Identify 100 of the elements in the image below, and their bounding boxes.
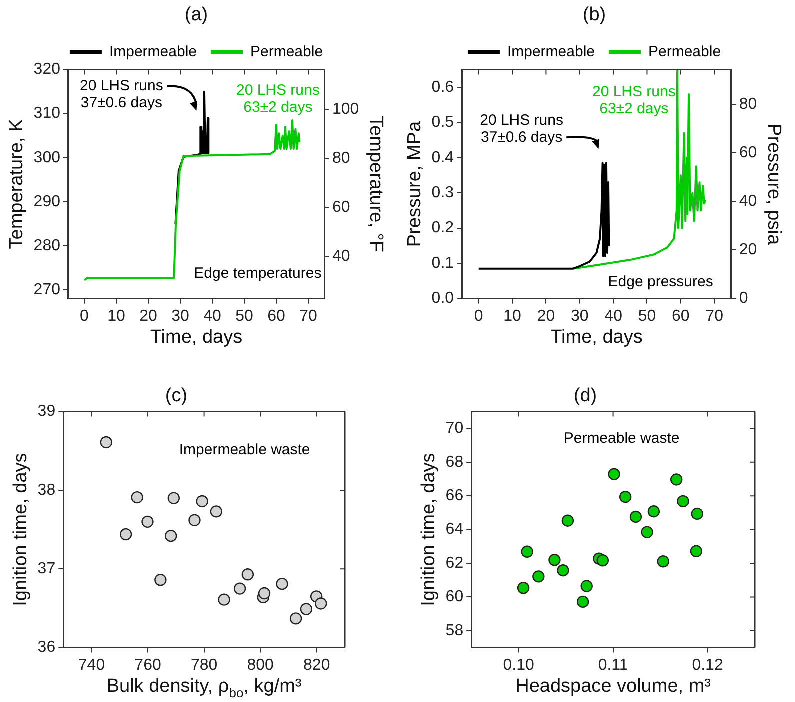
chart-title: (b) bbox=[582, 4, 606, 26]
point bbox=[131, 491, 144, 504]
point bbox=[657, 556, 670, 568]
point bbox=[517, 582, 530, 594]
x-tick-label: 0.12 bbox=[692, 656, 724, 674]
y-tick-label: 0.1 bbox=[432, 254, 454, 272]
y-tick-label: 310 bbox=[34, 105, 61, 122]
point bbox=[619, 490, 632, 504]
legend-label: Permeable bbox=[648, 43, 722, 60]
point bbox=[691, 508, 704, 520]
y2-tick-label: 40 bbox=[332, 248, 350, 265]
chart-title: (a) bbox=[184, 4, 208, 26]
y-tick-label: 300 bbox=[34, 149, 61, 166]
y-tick-label: 270 bbox=[34, 281, 61, 298]
point bbox=[300, 603, 313, 616]
x-axis-title: Time, days bbox=[550, 326, 643, 348]
y-tick-label: 0.2 bbox=[432, 220, 454, 237]
x-tick-label: 40 bbox=[604, 308, 623, 325]
y-tick-label: 0.0 bbox=[432, 290, 454, 308]
y-tick-label: 68 bbox=[446, 454, 464, 471]
y-tick-label: 39 bbox=[38, 403, 56, 420]
chart-title: (d) bbox=[574, 386, 598, 407]
x-tick-label: 30 bbox=[570, 308, 589, 325]
point bbox=[100, 436, 112, 449]
point bbox=[562, 514, 574, 527]
point bbox=[276, 578, 288, 590]
x-tick-label: 820 bbox=[304, 656, 330, 674]
y-tick-label: 280 bbox=[34, 237, 61, 254]
x-tick-label: 740 bbox=[78, 656, 106, 674]
x-axis-title: Headspace volume, m³ bbox=[516, 676, 711, 697]
x-tick-label: 800 bbox=[247, 656, 274, 674]
point bbox=[557, 564, 570, 577]
x-tick-label: 0 bbox=[80, 308, 90, 325]
y-tick-label: 0.5 bbox=[432, 114, 454, 132]
point bbox=[648, 505, 660, 518]
y-tick-label: 37 bbox=[38, 560, 56, 578]
y-tick-label: 58 bbox=[446, 622, 464, 640]
y2-tick-label: 80 bbox=[332, 150, 350, 168]
point bbox=[196, 495, 208, 508]
point bbox=[188, 514, 201, 526]
point bbox=[641, 526, 654, 538]
legend-label: Impermeable bbox=[109, 43, 198, 60]
x-tick-label: 780 bbox=[190, 656, 218, 674]
point bbox=[218, 594, 230, 606]
y-tick-label: 64 bbox=[446, 521, 464, 538]
annotation: Permeable waste bbox=[564, 430, 680, 448]
y2-tick-label: 60 bbox=[332, 198, 350, 216]
x-tick-label: 10 bbox=[108, 308, 126, 325]
point bbox=[154, 574, 167, 586]
x-tick-label: 0.11 bbox=[598, 656, 628, 674]
y-tick-label: 60 bbox=[446, 588, 464, 606]
y-tick-label: 66 bbox=[446, 487, 464, 504]
point bbox=[168, 492, 180, 504]
annotation: 20 LHS runs 37±0.6 days bbox=[480, 112, 564, 146]
point bbox=[677, 495, 690, 508]
y2-axis-title: Pressure, psia bbox=[763, 124, 784, 246]
point bbox=[630, 510, 642, 524]
y-axis-title: Ignition time, days bbox=[10, 453, 32, 606]
y-tick-label: 0.6 bbox=[432, 78, 454, 96]
x-tick-label: 10 bbox=[504, 308, 522, 325]
point bbox=[290, 612, 302, 625]
annotation: 20 LHS runs 63±2 days bbox=[592, 83, 676, 118]
legend-label: Impermeable bbox=[507, 43, 596, 60]
annotation: Edge temperatures bbox=[194, 264, 322, 282]
y-axis-title: Temperature, K bbox=[6, 119, 28, 250]
point bbox=[532, 570, 545, 583]
point bbox=[608, 468, 620, 480]
y2-tick-label: 100 bbox=[332, 101, 360, 118]
annotation: Edge pressures bbox=[608, 273, 714, 290]
point bbox=[314, 598, 328, 610]
annotation: 20 LHS runs 37±0.6 days bbox=[80, 78, 164, 112]
x-tick-label: 60 bbox=[672, 308, 690, 325]
y-tick-label: 38 bbox=[38, 482, 56, 499]
x-tick-label: 50 bbox=[638, 308, 656, 325]
y-tick-label: 0.3 bbox=[432, 184, 454, 202]
y-tick-label: 62 bbox=[446, 554, 464, 572]
x-tick-label: 760 bbox=[134, 656, 162, 674]
point bbox=[690, 545, 703, 558]
point bbox=[576, 596, 590, 608]
point bbox=[210, 506, 222, 518]
x-tick-label: 0.10 bbox=[503, 656, 535, 674]
point bbox=[548, 554, 561, 566]
point bbox=[234, 582, 246, 595]
y2-tick-label: 20 bbox=[739, 242, 758, 259]
y-tick-label: 0.4 bbox=[432, 149, 454, 166]
point bbox=[242, 568, 254, 581]
annotation: Impermeable waste bbox=[179, 441, 310, 458]
x-tick-label: 0 bbox=[474, 308, 484, 325]
y-axis-title: Pressure, MPa bbox=[404, 121, 426, 248]
x-axis-title: Time, days bbox=[150, 326, 243, 348]
y-tick-label: 290 bbox=[34, 193, 61, 210]
x-tick-label: 50 bbox=[236, 308, 254, 325]
x-tick-label: 20 bbox=[140, 308, 158, 325]
legend-label: Permeable bbox=[250, 43, 324, 60]
point bbox=[258, 587, 271, 600]
point bbox=[164, 530, 178, 542]
y2-axis-title: Temperature, °F bbox=[365, 116, 386, 253]
x-tick-label: 70 bbox=[706, 308, 724, 325]
y-tick-label: 36 bbox=[38, 639, 56, 656]
chart-title: (c) bbox=[165, 386, 188, 407]
